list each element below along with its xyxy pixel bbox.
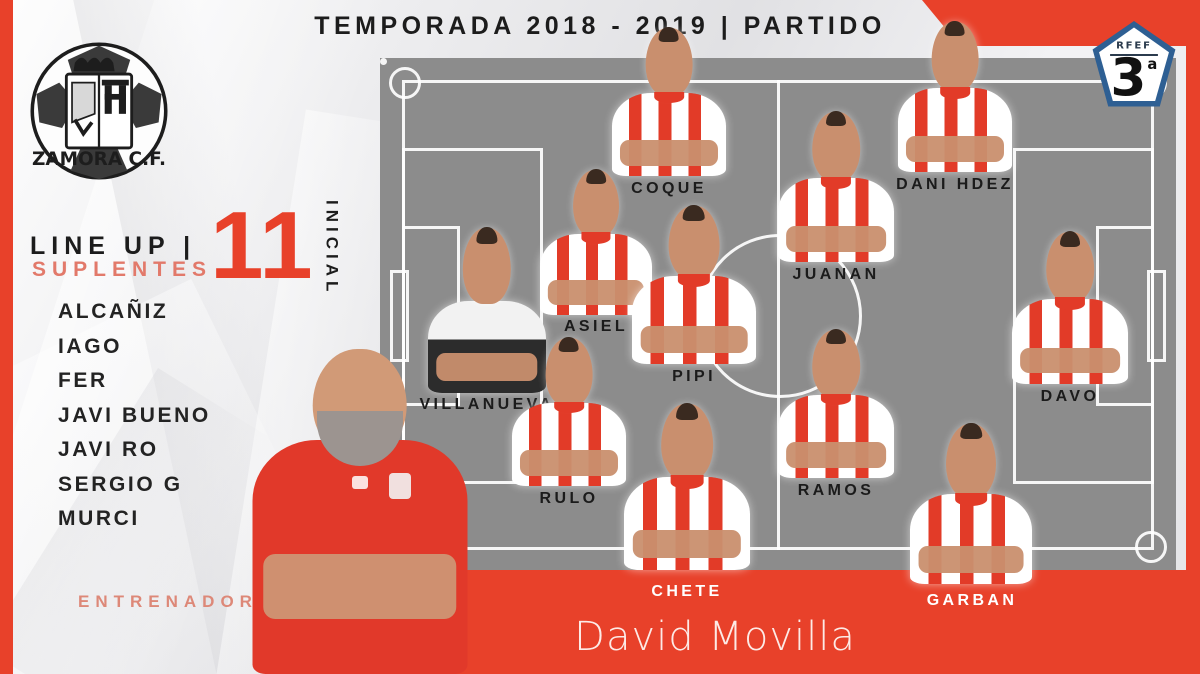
player-head xyxy=(945,423,997,498)
zamora-cf-crest-icon: ZAMORA C.F. xyxy=(28,40,170,182)
left-red-strip xyxy=(0,0,13,674)
right-red-strip xyxy=(1186,0,1200,674)
lineup-heading-block: LINE UP | 11 INICIAL xyxy=(30,196,342,296)
division-suffix: a xyxy=(1147,56,1157,73)
player-head xyxy=(1046,231,1094,302)
list-item: JAVI RO xyxy=(58,438,159,461)
player-arms xyxy=(905,136,1005,162)
list-item: FER xyxy=(58,369,108,392)
goal-left xyxy=(390,270,409,362)
list-item: JAVI BUENO xyxy=(58,403,211,427)
player-name: ASIEL xyxy=(563,318,629,335)
starting-eleven-count: 11 xyxy=(210,191,314,299)
player-head xyxy=(812,111,860,181)
corner-arc xyxy=(389,67,421,99)
player-juanan: JUANAN xyxy=(778,111,894,283)
player-name: GARBAN xyxy=(926,592,1018,609)
rfef-label: RFEF xyxy=(1116,41,1152,52)
player-arms xyxy=(918,545,1024,573)
player-chete xyxy=(624,403,750,570)
player-name: PIPI xyxy=(672,368,716,385)
lineup-label: LINE UP | xyxy=(30,231,197,260)
player-name: VILLANUEVA xyxy=(419,396,555,413)
list-item: SERGIO G xyxy=(58,472,183,496)
player-head xyxy=(661,403,713,481)
player-rulo: RULO xyxy=(512,337,626,507)
player-head xyxy=(573,169,619,237)
player-ramos: RAMOS xyxy=(778,329,894,499)
rfef-division-badge-icon: RFEF 3 a xyxy=(1088,18,1180,116)
coach-arms xyxy=(262,553,457,619)
player-pipi: PIPI xyxy=(632,205,756,385)
center-spot xyxy=(380,58,387,65)
player-davo: DAVO xyxy=(1012,231,1128,405)
player-head xyxy=(931,21,979,91)
player-head xyxy=(545,337,593,407)
list-item: MURCI xyxy=(58,507,140,530)
player-name: COQUE xyxy=(631,180,707,197)
player-arms xyxy=(640,326,748,353)
player-arms xyxy=(1020,347,1120,374)
coach-red-band xyxy=(373,570,1200,674)
player-arms xyxy=(619,140,719,166)
player-name: RULO xyxy=(539,490,599,507)
player-name: RAMOS xyxy=(797,482,875,499)
coach-photo xyxy=(252,349,467,674)
player-name: CHETE xyxy=(651,583,723,600)
player-villanueva: VILLANUEVA xyxy=(419,227,551,413)
coach-label: ENTRENADOR xyxy=(78,592,258,611)
player-arms xyxy=(786,226,886,252)
crest-club-name: ZAMORA C.F. xyxy=(32,149,166,170)
starting-eleven-caption: INICIAL xyxy=(322,200,342,297)
player-arms xyxy=(786,442,886,468)
substitutes-list: ALCAÑIZ IAGO FER JAVI BUENO JAVI RO SERG… xyxy=(58,300,211,542)
coach-sponsor-badge-icon xyxy=(352,475,369,489)
player-name: DAVO xyxy=(1040,388,1100,405)
player-arms xyxy=(519,450,619,476)
player-arms xyxy=(547,280,645,305)
substitutes-heading: SUPLENTES xyxy=(32,258,213,281)
player-name: JUANAN xyxy=(792,266,880,283)
player-head xyxy=(645,27,693,97)
list-item: IAGO xyxy=(58,334,123,358)
corner-arc xyxy=(1135,531,1167,563)
player-dani-hdez: DANI HDEZ xyxy=(896,21,1012,193)
player-coque: COQUE xyxy=(612,27,726,197)
goal-right xyxy=(1147,270,1166,362)
player-head xyxy=(462,227,512,304)
coach-name: David Movilla xyxy=(574,614,856,660)
player-arms xyxy=(632,530,742,559)
season-title: TEMPORADA 2018 - 2019 | PARTIDO xyxy=(314,12,886,40)
coach-crest-badge-icon xyxy=(389,472,412,499)
player-arms xyxy=(436,353,538,382)
player-head xyxy=(668,205,720,279)
division-number: 3 xyxy=(1111,49,1147,109)
player-garban xyxy=(910,423,1032,584)
player-name: DANI HDEZ xyxy=(896,176,1014,193)
player-asiel: ASIEL xyxy=(540,169,652,335)
list-item: ALCAÑIZ xyxy=(58,300,169,323)
player-head xyxy=(812,329,860,399)
